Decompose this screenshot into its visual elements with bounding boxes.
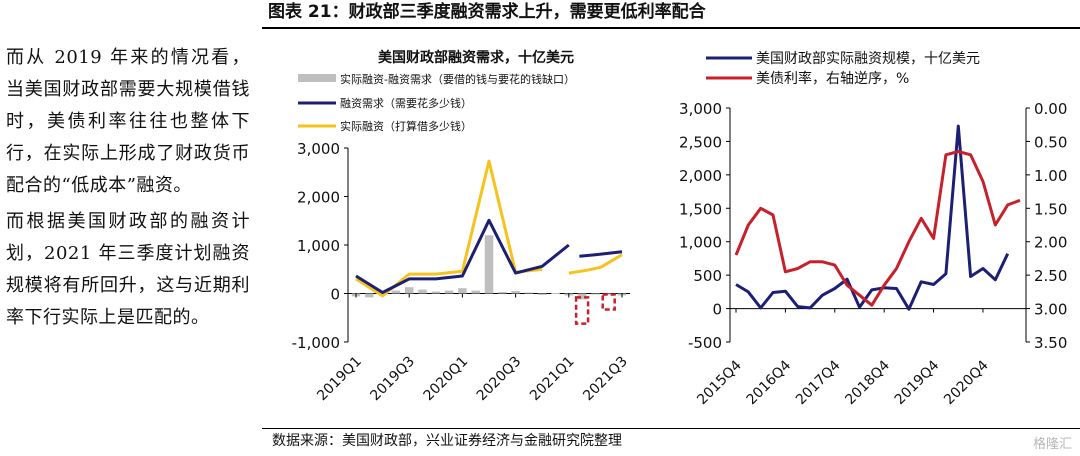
left-x-tick-label: 2020Q1 xyxy=(421,354,472,405)
right-x-tick-label: 2015Q4 xyxy=(694,357,745,408)
legend-label-need: 融资需求（需要花多少钱） xyxy=(340,96,472,110)
right-right-y-tick-label: 2.50 xyxy=(1034,267,1067,285)
side-paragraph-2: 而根据美国财政部的融资计划，2021 年三季度计划融资规模将有所回升，这与近期利… xyxy=(6,211,250,328)
legend-label-financing: 美国财政部实际融资规模，十亿美元 xyxy=(756,51,980,67)
right-x-tick-label: 2018Q4 xyxy=(842,357,893,408)
right-left-y-tick-label: 2,500 xyxy=(679,133,722,151)
right-right-y-tick-label: 2.00 xyxy=(1034,234,1067,252)
right-x-tick-label: 2016Q4 xyxy=(744,357,795,408)
right-left-y-tick-label: 2,000 xyxy=(679,167,722,185)
right-legend: 美国财政部实际融资规模，十亿美元 美债利率，右轴逆序，% xyxy=(706,51,980,87)
source-note: 数据来源：美国财政部，兴业证券经济与金融研究院整理 xyxy=(262,428,1080,456)
right-left-y-tick-label: 1,500 xyxy=(679,200,722,218)
gap-bar xyxy=(391,290,401,294)
left-y-tick-label: 0 xyxy=(330,286,340,304)
gap-bar xyxy=(511,291,520,294)
right-right-y-tick-label: 3.50 xyxy=(1034,334,1067,352)
right-left-y-tick-label: 0 xyxy=(712,301,722,319)
left-legend: 实际融资-融资需求（要借的钱与要花的钱缺口） 融资需求（需要花多少钱） 实际融资… xyxy=(298,72,575,133)
gap-bar xyxy=(431,291,441,294)
left-plot-area: 3,000 2,000 1,000 0 -1,000 2019Q1 2019Q3 2020Q1… xyxy=(292,140,631,404)
right-x-tick-label: 2017Q4 xyxy=(793,357,844,408)
gap-bar xyxy=(418,289,427,294)
legend-label-yield: 美债利率，右轴逆序，% xyxy=(756,70,909,87)
right-x-tick-label: 2020Q4 xyxy=(941,357,992,408)
right-right-y-tick-label: 0.50 xyxy=(1034,133,1067,151)
treasury-yield-line xyxy=(734,150,1021,307)
gap-bar xyxy=(551,293,560,295)
financing-need-line xyxy=(355,218,570,294)
projected-gap-box xyxy=(574,296,590,325)
right-right-y-tick-label: 1.00 xyxy=(1034,167,1067,185)
gap-bar xyxy=(537,293,547,295)
actual-financing-line-projected xyxy=(568,253,623,275)
left-x-tick-label: 2019Q1 xyxy=(314,354,365,405)
left-x-tick-label: 2021Q1 xyxy=(527,354,578,405)
projected-gap-box xyxy=(601,293,616,311)
left-y-tick-label: -1,000 xyxy=(292,334,340,352)
gap-bar xyxy=(577,293,587,300)
left-chart-title: 美国财政部融资需求，十亿美元 xyxy=(378,49,574,66)
right-left-y-tick-label: 1,000 xyxy=(679,234,722,252)
left-x-tick-label: 2021Q3 xyxy=(580,354,631,405)
side-paragraph-1: 而从 2019 年来的情况看，当美国财政部需要大规模借钱时，美债利率往往也整体下… xyxy=(6,47,250,196)
left-x-tick-label: 2020Q3 xyxy=(474,354,525,405)
right-right-y-tick-label: 3.00 xyxy=(1034,301,1067,319)
gap-bar xyxy=(484,235,494,294)
right-left-y-tick-label: 3,000 xyxy=(679,100,722,118)
left-y-tick-label: 2,000 xyxy=(297,189,340,207)
left-x-tick-label: 2019Q3 xyxy=(367,354,418,405)
legend-label-gap: 实际融资-融资需求（要借的钱与要花的钱缺口） xyxy=(340,72,575,86)
right-right-y-tick-label: 1.50 xyxy=(1034,200,1067,218)
legend-swatch-gap xyxy=(298,74,336,82)
left-y-tick-label: 1,000 xyxy=(297,237,340,255)
watermark-logo: 格隆汇 xyxy=(1032,437,1072,452)
legend-label-actual: 实际融资（打算借多少钱） xyxy=(340,119,472,133)
left-chart: 美国财政部融资需求，十亿美元 实际融资-融资需求（要借的钱与要花的钱缺口） 融资… xyxy=(292,49,631,404)
gap-bar xyxy=(444,290,454,294)
gap-bar xyxy=(471,290,480,294)
financing-scale-line xyxy=(735,124,1010,311)
gap-bar xyxy=(458,288,467,294)
left-y-tick-label: 3,000 xyxy=(297,140,340,158)
gap-bar xyxy=(524,292,534,294)
gap-bar xyxy=(604,293,613,295)
figure-title: 图表 21：财政部三季度融资需求上升，需要更低利率配合 xyxy=(268,2,706,22)
gap-bar xyxy=(498,292,507,294)
right-left-y-tick-label: 500 xyxy=(693,267,722,285)
side-commentary: 而从 2019 年来的情况看，当美国财政部需要大规模借钱时，美债利率往往也整体下… xyxy=(6,42,250,338)
gap-bar xyxy=(591,293,600,295)
title-rule xyxy=(262,27,1080,29)
gap-bar xyxy=(365,293,374,298)
actual-financing-line xyxy=(355,159,543,298)
right-plot-area: 3,000 2,500 2,000 1,500 1,000 500 0 -500 0.00 0.5… xyxy=(679,100,1067,408)
right-chart: 美国财政部实际融资规模，十亿美元 美债利率，右轴逆序，% 3,000 2,500 2… xyxy=(679,51,1067,408)
financing-need-line-projected xyxy=(579,250,623,258)
right-right-y-tick-label: 0.00 xyxy=(1034,100,1067,118)
right-x-tick-label: 2019Q4 xyxy=(892,357,943,408)
gap-bar xyxy=(404,287,414,294)
right-left-y-tick-label: -500 xyxy=(688,334,722,352)
